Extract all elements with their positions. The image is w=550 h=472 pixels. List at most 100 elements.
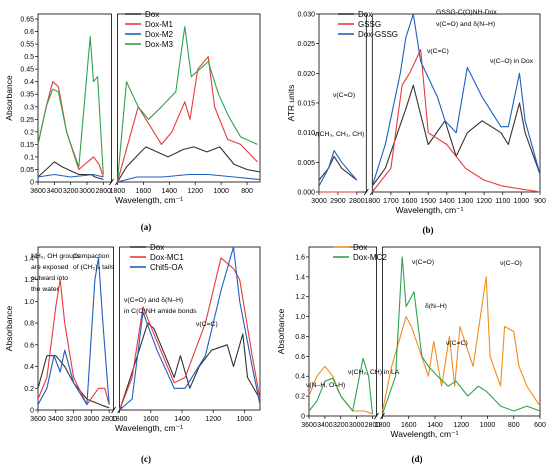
panel-d: 0 0.2 0.4 0.6 0.8 1.0 1.2 1.4 1.6 3600 3400 3200 300… [276,243,546,464]
panel-c: 0 0.2 0.4 0.6 0.8 1.0 1.2 1.4 3600 3400 3200 3000 28… [4,243,261,464]
annotation-text: GSSG-C(O)NH-Dox [436,9,497,16]
annotation-text: are exposed [31,264,69,271]
y-tick-label: 0.015 [297,101,315,108]
y-tick-label: 0.6 [24,342,34,349]
x-axis-label: Wavelength, cm⁻¹ [396,205,464,215]
x-tick-label: 2800 [349,198,365,205]
y-tick-label: 1.0 [24,299,34,306]
y-tick-label: 0.15 [20,142,34,149]
annotation-text: ν(C=C) [446,340,468,347]
annotation-text: ν(N–H, O–H) [306,382,345,389]
x-tick-label: 3000 [84,416,100,423]
legend-label: GSSG [358,20,381,29]
x-tick-label: 600 [534,422,546,429]
y-tick-label: 0 [301,414,305,421]
y-tick-label: 0.000 [297,190,315,197]
series-line-dox-left [37,161,104,181]
y-tick-label: 0.65 [20,17,34,24]
series-line-dox-m1-right [116,56,258,183]
x-tick-label: 1200 [187,188,203,195]
x-tick-label: 3200 [66,416,82,423]
y-tick-label: 0.5 [24,54,34,61]
legend-label: Dox-MC1 [150,253,184,262]
x-tick-label: 1600 [143,416,159,423]
annotation-text: ν(C=O) [412,259,434,266]
y-tick-label: 1.6 [295,254,305,261]
panel-caption: (b) [423,225,434,235]
x-tick-label: 1600 [402,198,418,205]
plot-frame-right [119,246,261,411]
y-tick-label: 0.8 [295,334,305,341]
legend-label: Dox-M2 [145,30,174,39]
annotation-text: of (CH₂)ₙ tails [73,264,115,271]
series-line-dox-right [119,322,261,411]
x-tick-label: 1000 [514,198,530,205]
x-tick-label: 3600 [30,416,46,423]
axis-break-mark [374,412,379,420]
plot-frame-left [308,246,377,417]
x-tick-label: 2900 [330,198,346,205]
annotation-text: ν(C–O) [500,260,522,267]
panel-caption: (d) [412,454,423,464]
x-tick-label: 3400 [47,188,63,195]
plot-frame-left [37,246,114,411]
series-line-dox-m3-left [37,36,104,175]
series-line-dox-right [371,84,541,187]
x-tick-label: 1400 [174,416,190,423]
x-tick-label: 1800 [365,198,381,205]
y-tick-label: 0.025 [297,41,315,48]
series-line-dox-m3-right [116,25,258,183]
legend-label: Dox-M3 [145,40,174,49]
x-tick-label: 2800 [101,416,117,423]
legend-label: Dox [145,10,159,19]
y-tick-label: 0.2 [24,129,34,136]
x-tick-label: 1600 [136,188,152,195]
panel-caption: (c) [141,454,151,464]
annotation-text: NH₂, OH groups [31,253,81,260]
y-axis-label: ATR units [286,85,296,122]
x-tick-label: 1400 [439,198,455,205]
y-tick-label: 0.6 [295,354,305,361]
x-tick-label: 1400 [427,422,443,429]
x-tick-label: 3000 [311,198,327,205]
legend-label: Dox-M1 [145,20,174,29]
series-line-dox-mc2-right [381,256,541,415]
annotation-text: ν(CH₃, CH₂, CH) [314,131,364,138]
y-tick-label: 0.45 [20,67,34,74]
legend-label: Dox [358,10,372,19]
x-axis-label: Wavelength, cm⁻¹ [115,423,183,433]
x-tick-label: 3000 [349,422,365,429]
panel-a: 0 0.05 0.1 0.15 0.2 0.25 0.3 0.35 0.4 0.45 0.5 0.55… [4,10,261,232]
x-tick-label: 900 [534,198,546,205]
x-tick-label: 1300 [458,198,474,205]
y-tick-label: 0.35 [20,92,34,99]
y-tick-label: 1.2 [24,277,34,284]
annotation-text: in C(O)NH amide bonds [124,308,197,315]
series-line-dox-right [116,146,261,183]
y-tick-label: 1.0 [295,314,305,321]
y-tick-label: 0.6 [24,29,34,36]
annotation-text: ν(C=C) [196,321,218,328]
y-axis-label: Absorbance [4,306,14,352]
x-tick-label: 800 [241,188,253,195]
annotation-text: ν(C=O) and δ(N–H) [436,21,495,28]
y-tick-label: 0.25 [20,117,34,124]
x-tick-label: 1000 [480,422,496,429]
x-tick-label: 1000 [213,188,229,195]
annotation-text: ν(C=O) and δ(N–H) [124,297,183,304]
x-tick-label: 1400 [161,188,177,195]
x-tick-label: 1000 [237,416,253,423]
x-tick-label: 1700 [383,198,399,205]
panel-caption: (a) [141,222,152,232]
x-tick-label: 1200 [205,416,221,423]
x-tick-label: 3400 [317,422,333,429]
annotation-text: Compaction [73,253,109,260]
series-line-chit5-oa-right [119,246,261,411]
y-tick-label: 0.2 [24,386,34,393]
annotation-text: ν(CH₂, CH) in LA [348,369,400,376]
